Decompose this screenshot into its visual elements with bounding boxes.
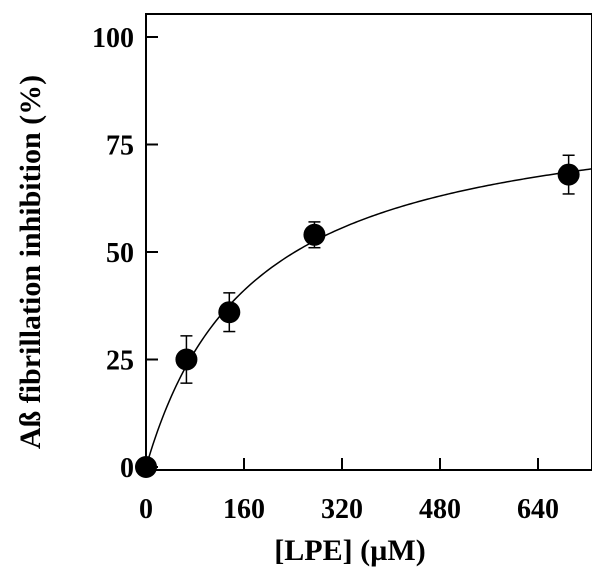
y-tick-label: 25 (106, 346, 134, 377)
x-axis-label: [LPE] (µM) (274, 534, 425, 567)
y-tick-label: 50 (106, 238, 134, 269)
x-axis-ticks: 0 160 320 480 640 (139, 458, 559, 525)
data-marker (557, 163, 580, 186)
x-tick-label: 640 (517, 494, 559, 525)
data-marker (135, 456, 157, 478)
data-marker (218, 301, 241, 324)
data-point (303, 221, 326, 249)
plot-frame (145, 13, 592, 471)
x-tick-label: 0 (139, 494, 153, 525)
x-tick-label: 160 (223, 494, 265, 525)
y-tick-label: 100 (92, 23, 134, 54)
data-points (135, 154, 580, 478)
data-point (175, 335, 198, 384)
fit-curve (145, 166, 592, 468)
y-axis-label: Aß fibrillation inhibition (%) (14, 75, 47, 449)
x-tick-label: 320 (321, 494, 363, 525)
y-tick-label: 0 (120, 453, 134, 484)
data-marker (303, 223, 326, 246)
y-axis-ticks: 0 25 50 75 100 (92, 23, 158, 484)
x-tick-label: 480 (419, 494, 461, 525)
y-tick-label: 75 (106, 131, 134, 162)
data-point (218, 292, 241, 333)
data-point (557, 154, 580, 195)
data-marker (175, 348, 198, 371)
data-point (135, 456, 157, 478)
